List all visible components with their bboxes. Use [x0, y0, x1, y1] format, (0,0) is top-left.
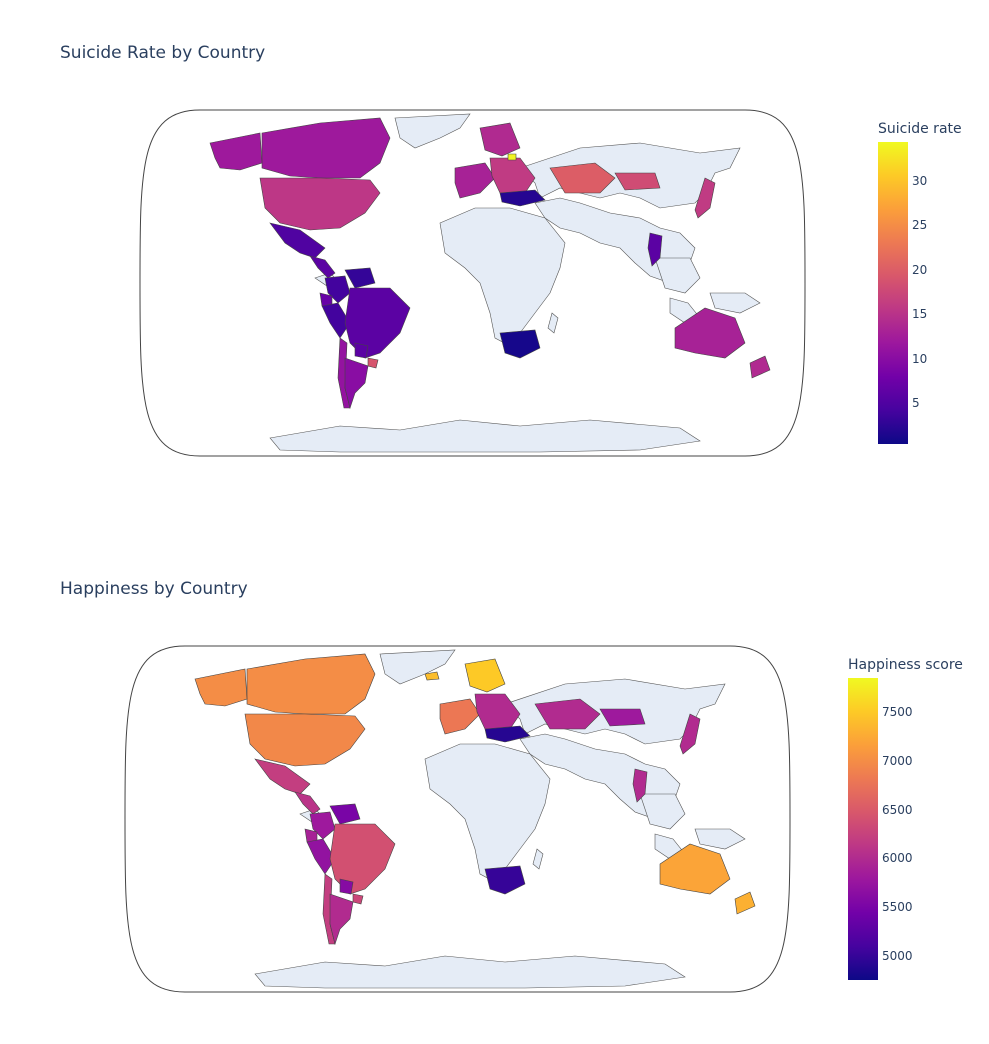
land-no-data: [394, 113, 471, 149]
colorbar-tick-label: 6000: [882, 851, 913, 866]
country-japan[interactable]: [679, 713, 701, 755]
chart-title: Suicide Rate by Country: [60, 43, 266, 63]
colorbar-tick-label: 6500: [882, 802, 913, 817]
colorbar-tick-label: 5500: [882, 899, 913, 914]
colorbar-tick-label: 15: [912, 307, 928, 322]
land-no-data: [424, 743, 551, 883]
colorbar-tick-label: 7000: [882, 753, 913, 768]
choropleth-map[interactable]: [124, 644, 791, 994]
land-no-data: [254, 955, 686, 989]
chart-title: Happiness by Country: [60, 579, 248, 599]
country-brazil[interactable]: [344, 287, 411, 359]
colorbar-tick-label: 20: [912, 262, 928, 277]
country-paraguay[interactable]: [354, 342, 369, 359]
colorbar-tick-label: 30: [912, 174, 928, 189]
land-no-data: [694, 828, 746, 850]
country-new-zealand[interactable]: [749, 355, 771, 379]
land-no-data: [532, 848, 544, 870]
country-united-states[interactable]: [244, 713, 366, 767]
country-uruguay[interactable]: [352, 893, 364, 905]
country-western-europe[interactable]: [454, 162, 496, 199]
colorbar-title: Suicide rate: [878, 121, 962, 137]
country-alaska[interactable]: [209, 132, 263, 171]
country-new-zealand[interactable]: [734, 891, 756, 915]
country-peru[interactable]: [321, 302, 351, 339]
country-kazakhstan[interactable]: [534, 698, 601, 730]
country-turkey[interactable]: [499, 189, 546, 207]
land-no-data: [654, 257, 701, 294]
colorbar-tick-label: 25: [912, 218, 928, 233]
country-australia[interactable]: [674, 307, 746, 359]
country-united-states[interactable]: [259, 177, 381, 231]
colorbar-tick-label: 10: [912, 351, 928, 366]
country-thailand[interactable]: [647, 232, 663, 267]
country-south-africa[interactable]: [499, 329, 541, 359]
colorbar-tick-label: 5: [912, 396, 920, 411]
land-no-data: [709, 292, 761, 314]
suicide-map-panel: Suicide Rate by Country Suicide rate 30 2…: [0, 0, 989, 520]
country-brazil[interactable]: [329, 823, 396, 895]
country-central-america[interactable]: [309, 255, 336, 279]
colorbar-title: Happiness score: [848, 657, 963, 673]
country-mongolia[interactable]: [614, 172, 661, 191]
country-venezuela[interactable]: [329, 803, 361, 825]
country-alaska[interactable]: [194, 668, 248, 707]
land-no-data: [639, 793, 686, 830]
country-paraguay[interactable]: [339, 878, 354, 895]
country-scandinavia[interactable]: [479, 122, 521, 157]
country-canada[interactable]: [261, 117, 391, 179]
colorbar: [878, 142, 908, 444]
colorbar: [848, 678, 878, 980]
country-central-america[interactable]: [294, 791, 321, 815]
land-no-data: [547, 312, 559, 334]
country-lithuania[interactable]: [507, 153, 517, 161]
country-turkey[interactable]: [484, 725, 531, 743]
country-kazakhstan[interactable]: [549, 162, 616, 194]
land-no-data: [269, 419, 701, 453]
country-iceland[interactable]: [424, 671, 440, 681]
country-venezuela[interactable]: [344, 267, 376, 289]
choropleth-map[interactable]: [139, 108, 806, 458]
country-mongolia[interactable]: [599, 708, 646, 727]
country-south-africa[interactable]: [484, 865, 526, 895]
country-uruguay[interactable]: [367, 357, 379, 369]
colorbar-tick-label: 7500: [882, 705, 913, 720]
country-australia[interactable]: [659, 843, 731, 895]
colorbar-tick-label: 5000: [882, 948, 913, 963]
country-scandinavia[interactable]: [464, 658, 506, 693]
country-peru[interactable]: [306, 838, 336, 875]
land-no-data: [439, 207, 566, 347]
country-japan[interactable]: [694, 177, 716, 219]
country-canada[interactable]: [246, 653, 376, 715]
country-thailand[interactable]: [632, 768, 648, 803]
country-western-europe[interactable]: [439, 698, 481, 735]
